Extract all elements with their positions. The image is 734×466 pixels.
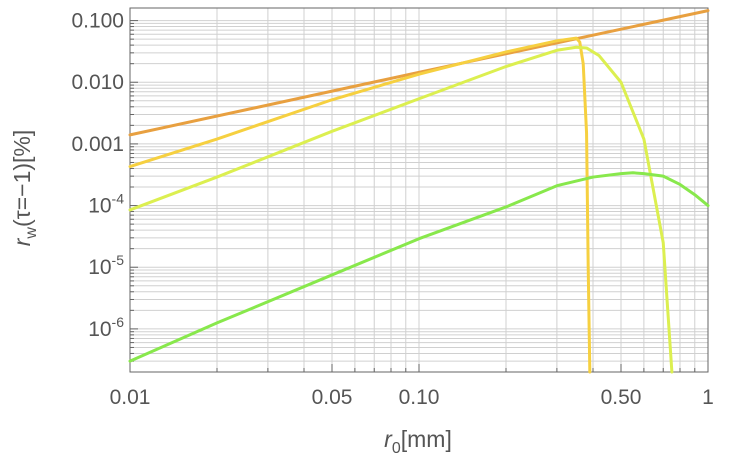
series-line-2 — [128, 36, 592, 374]
axis-ticks — [129, 20, 709, 373]
x-tick-label: 0.10 — [399, 386, 440, 409]
y-tick-label: 0.010 — [71, 71, 124, 94]
x-tick-labels: 0.01 0.05 0.10 0.50 1 — [110, 386, 714, 409]
series-lines — [128, 9, 710, 374]
series-line-4 — [128, 171, 710, 363]
series-line-1 — [128, 9, 710, 137]
x-tick-label: 1 — [702, 386, 714, 409]
y-tick-label: 10-6 — [88, 314, 124, 341]
x-tick-label: 0.01 — [110, 386, 151, 409]
y-tick-label: 0.100 — [71, 10, 124, 33]
y-tick-label: 0.001 — [71, 133, 124, 156]
series-line-3 — [128, 45, 674, 374]
y-tick-label: 10-4 — [88, 191, 124, 218]
grid — [130, 8, 708, 373]
y-tick-labels: 0.100 0.010 0.001 10-4 10-5 10-6 — [71, 10, 124, 341]
x-tick-label: 0.50 — [601, 386, 642, 409]
x-tick-label: 0.05 — [312, 386, 353, 409]
y-axis-title: rw(τ=−1)[%] — [9, 130, 40, 247]
x-axis-title: r0[mm] — [384, 426, 452, 457]
y-tick-label: 10-5 — [88, 252, 124, 279]
